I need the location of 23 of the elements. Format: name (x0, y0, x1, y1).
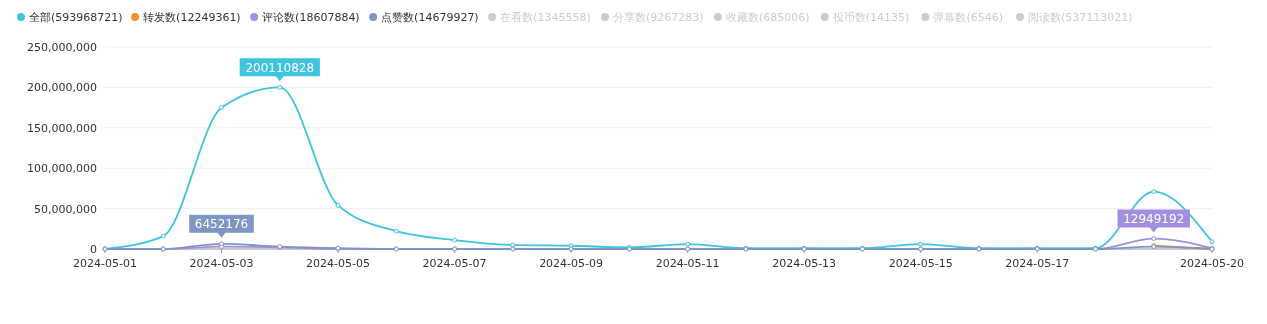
x-tick-label: 2024-05-03 (189, 257, 254, 270)
y-tick-label: 150,000,000 (27, 121, 97, 135)
legend-label: 转发数(12249361) (143, 11, 241, 24)
legend-label: 评论数(18607884) (262, 11, 360, 24)
x-tick-label: 2024-05-17 (1005, 257, 1070, 270)
y-tick-label: 0 (90, 243, 97, 256)
y-tick-label: 50,000,000 (34, 202, 97, 216)
x-tick-label: 2024-05-09 (539, 257, 604, 270)
annotation: 6452176 (194, 217, 249, 232)
x-tick-label: 2024-05-01 (73, 257, 137, 270)
y-tick-label: 250,000,000 (27, 41, 97, 54)
y-tick-label: 100,000,000 (27, 162, 97, 176)
legend-label: 全部(593968721) (29, 11, 123, 24)
x-tick-label: 2024-05-07 (422, 257, 487, 270)
x-tick-label: 2024-05-11 (655, 257, 720, 270)
x-tick-label: 2024-05-13 (772, 257, 837, 270)
y-tick-label: 200,000,000 (27, 81, 97, 95)
annotation: 200110828 (245, 60, 315, 75)
annotation: 12949192 (1123, 212, 1185, 227)
legend-label: 点赞数(14679927) (381, 11, 479, 24)
x-tick-label: 2024-05-20 (1180, 257, 1244, 270)
x-tick-label: 2024-05-15 (888, 257, 953, 270)
x-tick-label: 2024-05-05 (306, 257, 371, 270)
